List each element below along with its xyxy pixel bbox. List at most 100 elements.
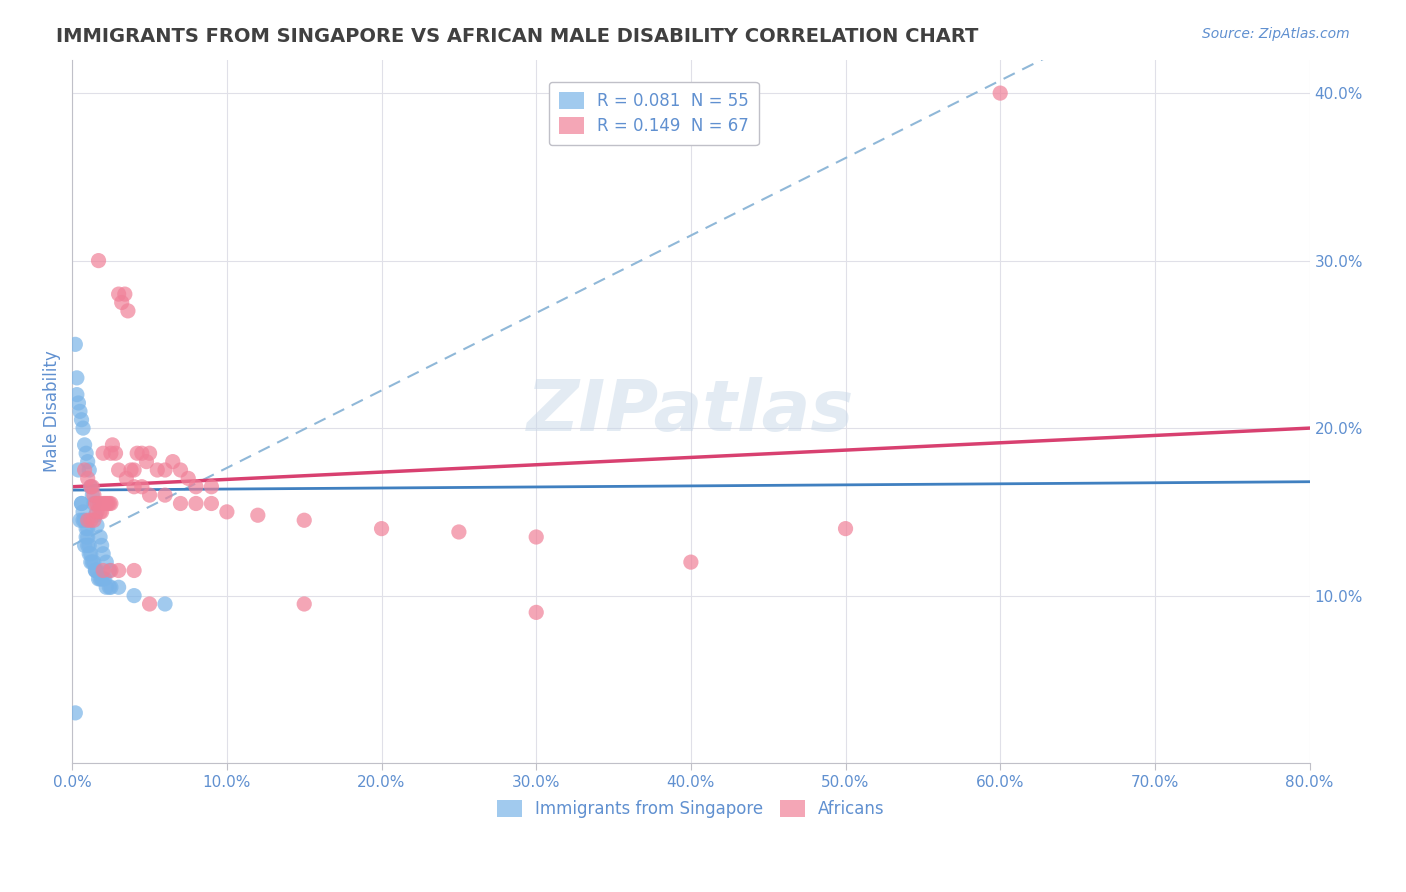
Point [122,564,145,578]
Point [80,480,103,494]
Point [89,572,111,586]
Point [75,522,97,536]
Point [67,463,90,477]
Point [93,572,115,586]
Point [370,522,392,536]
Point [107,463,129,477]
Point [89,505,111,519]
Point [122,463,145,477]
Point [292,513,315,527]
Point [91,572,114,586]
Point [86,518,108,533]
Point [76,530,98,544]
Point [246,508,269,523]
Point [127,446,149,460]
Point [524,530,547,544]
Point [200,496,222,510]
Point [184,480,207,494]
Point [76,471,98,485]
Point [82,480,104,494]
Point [292,597,315,611]
Point [67,396,90,410]
Point [96,580,118,594]
Point [75,446,97,460]
Point [177,471,200,485]
Point [100,564,122,578]
Point [100,496,122,510]
Point [86,564,108,578]
Point [72,505,94,519]
Point [169,463,191,477]
Point [80,480,103,494]
Point [84,564,107,578]
Point [89,530,111,544]
Point [98,496,121,510]
Point [91,564,114,578]
Point [120,463,142,477]
Point [82,555,104,569]
Point [70,496,93,510]
Point [65,706,87,720]
Point [153,463,176,477]
Point [66,371,89,385]
Point [69,513,91,527]
Point [169,496,191,510]
Point [200,480,222,494]
Point [70,413,93,427]
Point [93,496,115,510]
Point [98,564,121,578]
Point [83,555,105,569]
Point [83,496,105,510]
Point [76,513,98,527]
Point [122,480,145,494]
Point [111,295,134,310]
Point [96,496,118,510]
Point [80,547,103,561]
Point [131,480,153,494]
Point [122,589,145,603]
Text: Source: ZipAtlas.com: Source: ZipAtlas.com [1202,27,1350,41]
Point [100,580,122,594]
Point [100,446,122,460]
Point [89,496,111,510]
Point [82,488,104,502]
Point [107,564,129,578]
Point [66,387,89,401]
Point [107,287,129,301]
Text: ZIPatlas: ZIPatlas [527,376,855,446]
Point [73,463,96,477]
Point [184,496,207,510]
Point [77,463,100,477]
Point [135,455,157,469]
Point [834,522,856,536]
Y-axis label: Male Disability: Male Disability [44,351,60,472]
Point [138,597,160,611]
Point [86,496,108,510]
Point [73,513,96,527]
Point [153,597,176,611]
Point [83,513,105,527]
Point [73,438,96,452]
Point [90,572,112,586]
Point [86,505,108,519]
Point [96,555,118,569]
Point [146,463,169,477]
Point [988,86,1011,100]
Point [87,572,110,586]
Point [524,606,547,620]
Point [138,488,160,502]
Point [90,505,112,519]
Point [73,538,96,552]
Point [87,253,110,268]
Point [65,337,87,351]
Point [101,438,124,452]
Point [84,508,107,523]
Point [679,555,702,569]
Point [114,287,136,301]
Text: IMMIGRANTS FROM SINGAPORE VS AFRICAN MALE DISABILITY CORRELATION CHART: IMMIGRANTS FROM SINGAPORE VS AFRICAN MAL… [56,27,979,45]
Point [91,547,114,561]
Point [215,505,238,519]
Point [84,496,107,510]
Point [76,455,98,469]
Point [131,446,153,460]
